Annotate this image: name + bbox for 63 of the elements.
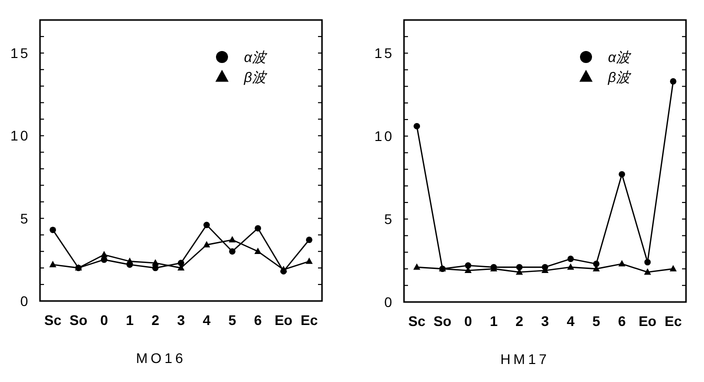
x-tick-label: 0 <box>464 313 472 329</box>
legend-label: α波 <box>608 49 632 65</box>
point <box>203 240 210 248</box>
point <box>567 256 574 262</box>
point <box>618 260 626 266</box>
y-tick-label: 15 <box>10 45 30 62</box>
point <box>50 226 56 234</box>
x-tick-label: 2 <box>515 313 524 329</box>
y-tick-label: 0 <box>384 294 394 310</box>
y-tick-label: 10 <box>10 128 30 144</box>
legend-label: β波 <box>243 69 268 85</box>
point <box>567 263 574 270</box>
point <box>516 264 523 270</box>
x-tick-label: 6 <box>254 312 262 328</box>
x-tick-label: 4 <box>202 312 211 328</box>
y-tick-label: 10 <box>374 128 394 144</box>
x-tick-label: Sc <box>44 312 62 328</box>
x-tick-label: 3 <box>541 313 550 329</box>
point <box>126 257 134 264</box>
point <box>413 263 420 270</box>
x-tick-label: 6 <box>618 313 626 329</box>
point <box>414 122 420 130</box>
y-tick-label: 5 <box>384 211 394 228</box>
x-tick-label: 5 <box>228 312 236 328</box>
x-tick-label: 2 <box>151 312 160 328</box>
point <box>670 264 677 272</box>
point <box>593 260 600 268</box>
point <box>228 236 236 242</box>
point <box>644 258 651 266</box>
x-tick-label: 1 <box>490 313 498 329</box>
x-tick-label: Sc <box>408 313 426 329</box>
x-tick-label: Eo <box>274 312 292 328</box>
x-tick-label: Eo <box>638 313 656 329</box>
x-tick-label: So <box>70 312 88 328</box>
point <box>100 250 108 258</box>
point <box>203 222 210 228</box>
point <box>49 260 56 268</box>
x-axis-title: MO16 <box>136 350 186 366</box>
x-tick-label: Ec <box>300 312 318 328</box>
x-axis-title: HM17 <box>500 351 550 367</box>
point <box>280 266 288 272</box>
point <box>670 78 676 85</box>
x-tick-label: So <box>434 313 452 329</box>
x-tick-label: 1 <box>126 312 134 328</box>
x-tick-label: 5 <box>592 313 600 329</box>
point <box>254 248 262 254</box>
point <box>178 260 184 266</box>
point <box>229 248 236 255</box>
x-tick-label: 0 <box>100 312 108 328</box>
y-tick-label: 5 <box>20 210 30 226</box>
x-tick-label: 4 <box>566 313 575 329</box>
y-tick-label: 0 <box>20 293 30 309</box>
legend-label: β波 <box>607 69 632 85</box>
y-tick-label: 15 <box>374 45 394 62</box>
point <box>644 268 652 275</box>
x-tick-label: Ec <box>664 313 682 329</box>
x-tick-label: 3 <box>177 312 186 328</box>
point <box>618 171 626 178</box>
legend-label: α波 <box>244 49 268 65</box>
point <box>306 257 313 264</box>
point <box>306 236 312 244</box>
point <box>254 225 262 232</box>
point <box>152 259 159 266</box>
